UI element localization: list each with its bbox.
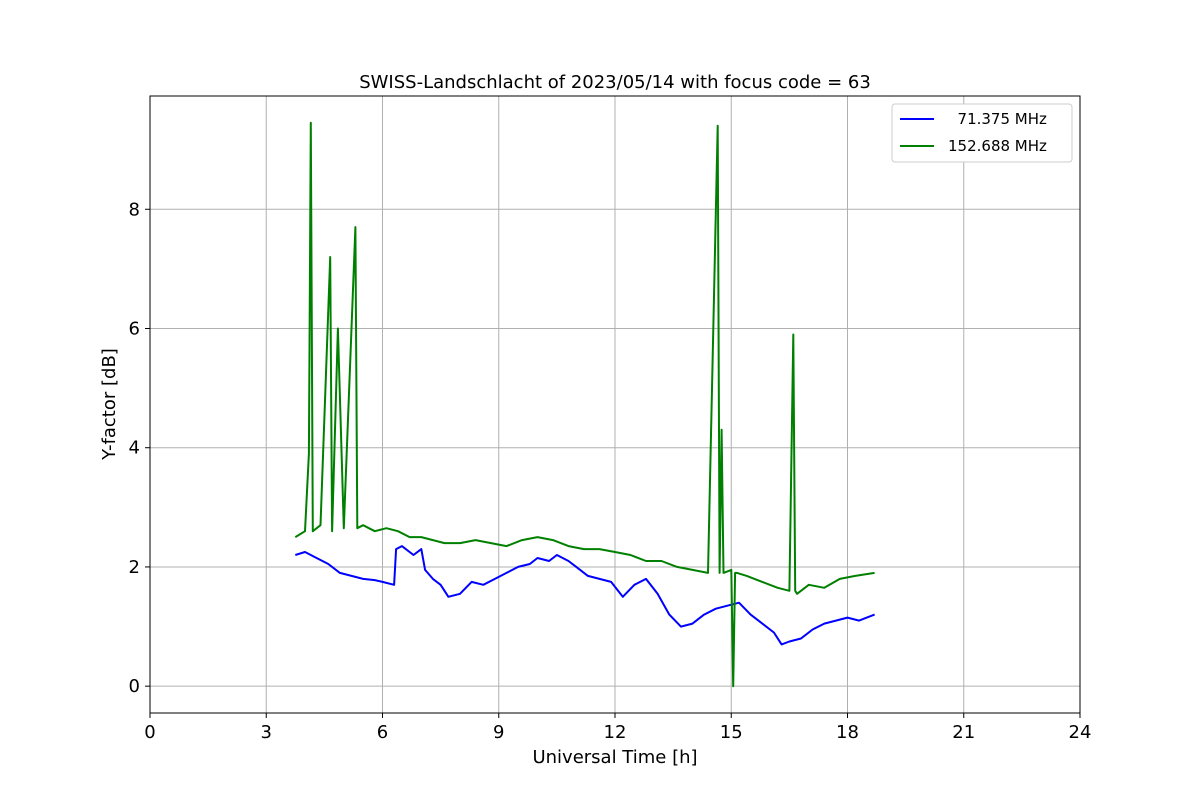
y-axis-label: Y-factor [dB] (99, 348, 120, 461)
y-tick-label: 2 (129, 557, 140, 578)
x-tick-label: 18 (836, 722, 859, 743)
y-tick-label: 4 (129, 438, 140, 459)
series-line-152mhz (294, 121, 875, 688)
x-axis-ticks: 0 3 6 9 12 15 18 21 24 (144, 713, 1091, 743)
grid-lines (149, 96, 1081, 713)
legend-frame (891, 103, 1073, 163)
series-line-71mhz (295, 545, 875, 646)
x-tick-label: 21 (952, 722, 975, 743)
x-tick-label: 3 (261, 722, 272, 743)
x-tick-label: 0 (144, 722, 155, 743)
x-axis-label: Universal Time [h] (532, 747, 697, 768)
x-tick-label: 6 (377, 722, 388, 743)
y-tick-label: 0 (129, 676, 140, 697)
legend: 71.375 MHz 152.688 MHz (891, 103, 1073, 163)
legend-label-152mhz: 152.688 MHz (948, 137, 1047, 155)
series-layer (294, 121, 875, 688)
x-tick-label: 24 (1069, 722, 1092, 743)
chart-title: SWISS-Landschlacht of 2023/05/14 with fo… (359, 72, 871, 93)
x-tick-label: 9 (493, 722, 504, 743)
y-tick-label: 8 (129, 199, 140, 220)
legend-label-71mhz: 71.375 MHz (948, 110, 1047, 128)
x-tick-label: 12 (604, 722, 627, 743)
y-axis-ticks: 0 2 4 6 8 (129, 199, 150, 697)
y-tick-label: 6 (129, 318, 140, 339)
x-tick-label: 15 (720, 722, 743, 743)
